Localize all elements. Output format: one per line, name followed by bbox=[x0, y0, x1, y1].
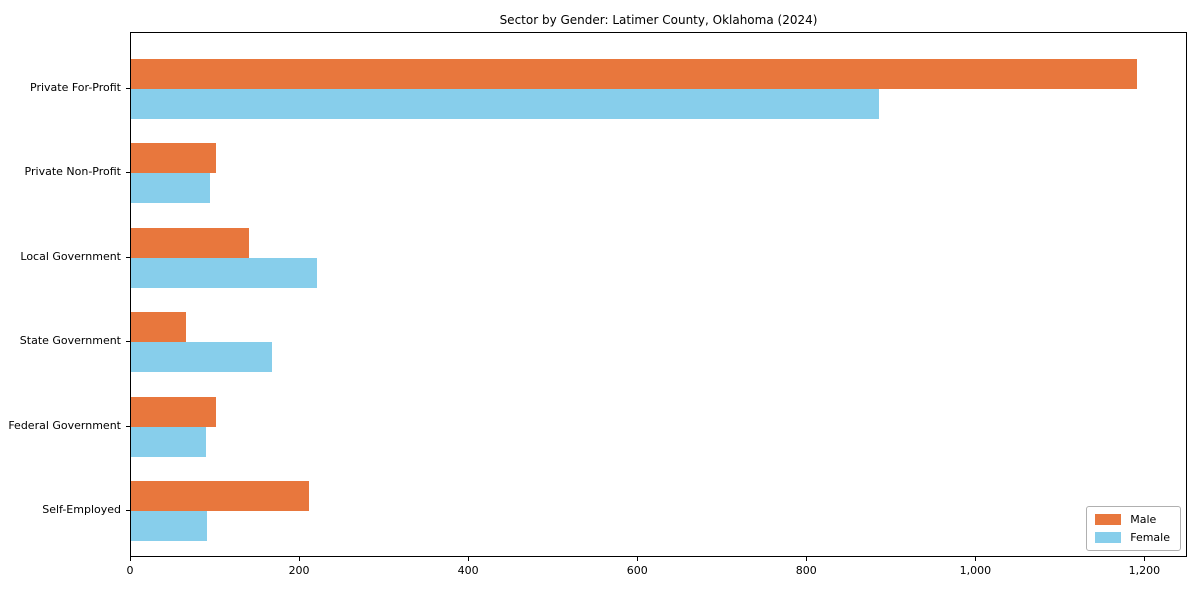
bar-female-state-government bbox=[131, 342, 273, 373]
legend-swatch-male bbox=[1095, 514, 1122, 525]
bar-female-local-government bbox=[131, 257, 317, 288]
bar-female-private-non-profit bbox=[131, 173, 210, 204]
x-tick-mark bbox=[130, 557, 131, 561]
y-tick-mark bbox=[126, 256, 130, 258]
x-tick-label: 0 bbox=[126, 564, 134, 577]
bar-male-state-government bbox=[131, 312, 186, 343]
y-tick-label-private-for-profit: Private For-Profit bbox=[30, 81, 121, 94]
y-tick-mark bbox=[126, 341, 130, 343]
x-tick-mark bbox=[1144, 557, 1146, 561]
plot-area bbox=[130, 32, 1187, 557]
y-tick-label-local-government: Local Government bbox=[20, 249, 121, 263]
chart-title: Sector by Gender: Latimer County, Oklaho… bbox=[499, 13, 818, 27]
y-tick-label-self-employed: Self-Employed bbox=[42, 503, 121, 516]
legend-label-female: Female bbox=[1130, 531, 1170, 544]
y-tick-mark bbox=[126, 88, 130, 89]
x-tick-label: 600 bbox=[626, 564, 648, 577]
x-tick-label: 1,000 bbox=[959, 564, 992, 577]
x-tick-mark bbox=[975, 557, 977, 561]
x-tick-mark bbox=[299, 557, 301, 561]
y-tick-label-private-non-profit: Private Non-Profit bbox=[24, 165, 121, 179]
y-tick-label-federal-government: Federal Government bbox=[8, 418, 121, 432]
x-tick-label: 400 bbox=[457, 564, 479, 577]
x-tick-mark bbox=[806, 557, 808, 561]
y-tick-mark bbox=[126, 425, 130, 427]
bar-female-private-for-profit bbox=[131, 89, 880, 119]
legend: Male Female bbox=[1086, 506, 1181, 551]
y-tick-mark bbox=[126, 510, 130, 511]
bar-male-local-government bbox=[131, 227, 250, 258]
bar-male-private-non-profit bbox=[131, 143, 216, 174]
legend-swatch-female bbox=[1095, 532, 1122, 543]
bar-male-private-for-profit bbox=[131, 59, 1137, 89]
bar-female-self-employed bbox=[131, 511, 208, 541]
x-tick-label: 200 bbox=[288, 564, 310, 577]
legend-row-male: Male bbox=[1095, 513, 1170, 526]
legend-row-female: Female bbox=[1095, 531, 1170, 544]
y-tick-label-state-government: State Government bbox=[19, 334, 121, 348]
legend-label-male: Male bbox=[1130, 513, 1157, 526]
bar-female-federal-government bbox=[131, 426, 207, 457]
x-tick-mark bbox=[468, 557, 470, 561]
bar-male-self-employed bbox=[131, 481, 309, 511]
x-tick-label: 800 bbox=[795, 564, 817, 577]
x-tick-label: 1,200 bbox=[1128, 564, 1161, 577]
y-tick-mark bbox=[126, 172, 130, 174]
bar-male-federal-government bbox=[131, 396, 216, 427]
x-tick-mark bbox=[637, 557, 639, 561]
